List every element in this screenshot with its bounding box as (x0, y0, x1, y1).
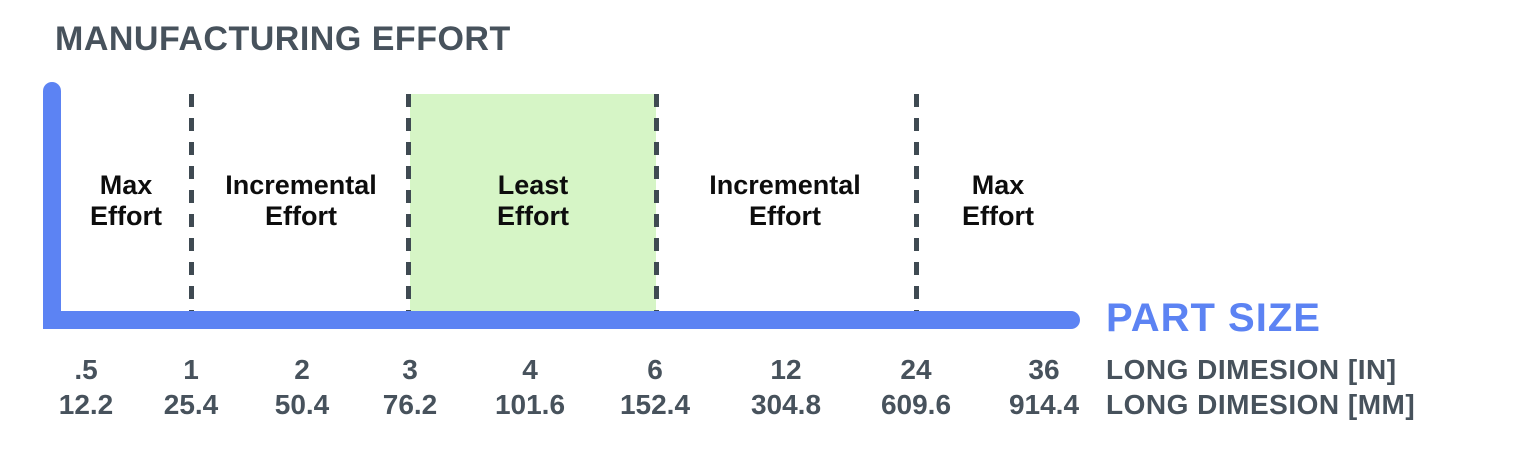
axis-tick: 24 609.6 (881, 352, 951, 422)
axis-unit-labels: LONG DIMESION [IN] LONG DIMESION [MM] (1106, 352, 1415, 422)
diagram-title: MANUFACTURING EFFORT (55, 20, 511, 58)
zone-label-incremental-effort-left: Incremental Effort (225, 170, 377, 231)
x-axis-bar (43, 311, 1080, 329)
tick-value-in: .5 (74, 354, 98, 385)
x-axis-title: PART SIZE (1106, 296, 1321, 340)
zone-divider-line (189, 94, 194, 311)
tick-value-in: 6 (647, 354, 663, 385)
zone-divider-line (406, 94, 411, 311)
tick-value-mm: 12.2 (58, 389, 114, 420)
zone-divider-line (914, 94, 919, 311)
tick-value-mm: 101.6 (494, 389, 566, 420)
axis-tick: 3 76.2 (383, 352, 438, 422)
tick-value-in: 12 (770, 354, 802, 385)
axis-tick: 1 25.4 (164, 352, 219, 422)
axis-tick: 12 304.8 (751, 352, 821, 422)
tick-value-mm: 304.8 (750, 389, 822, 420)
zone-divider-line (654, 94, 659, 311)
least-effort-highlight-band (410, 94, 656, 311)
tick-value-in: 4 (522, 354, 538, 385)
axis-tick: 4 101.6 (495, 352, 565, 422)
axis-tick: 6 152.4 (620, 352, 690, 422)
axis-tick: 2 50.4 (275, 352, 330, 422)
zone-label-max-effort-right: Max Effort (962, 170, 1034, 231)
tick-value-in: 1 (183, 354, 199, 385)
tick-value-in: 3 (402, 354, 418, 385)
mm-row-label: LONG DIMESION [MM] (1106, 389, 1416, 420)
zone-label-max-effort-left: Max Effort (90, 170, 162, 231)
axis-tick: 36 914.4 (1009, 352, 1079, 422)
axis-tick: .5 12.2 (59, 352, 114, 422)
in-row-label: LONG DIMESION [IN] (1106, 354, 1397, 385)
tick-value-mm: 152.4 (619, 389, 691, 420)
tick-value-in: 36 (1028, 354, 1060, 385)
zone-label-least-effort: Least Effort (497, 170, 569, 231)
tick-value-in: 24 (900, 354, 932, 385)
tick-value-mm: 914.4 (1008, 389, 1080, 420)
tick-value-mm: 25.4 (163, 389, 219, 420)
tick-value-mm: 609.6 (880, 389, 952, 420)
tick-value-mm: 50.4 (274, 389, 330, 420)
zone-label-incremental-effort-right: Incremental Effort (709, 170, 861, 231)
tick-value-mm: 76.2 (382, 389, 438, 420)
y-axis-bar (43, 82, 61, 328)
tick-value-in: 2 (294, 354, 310, 385)
